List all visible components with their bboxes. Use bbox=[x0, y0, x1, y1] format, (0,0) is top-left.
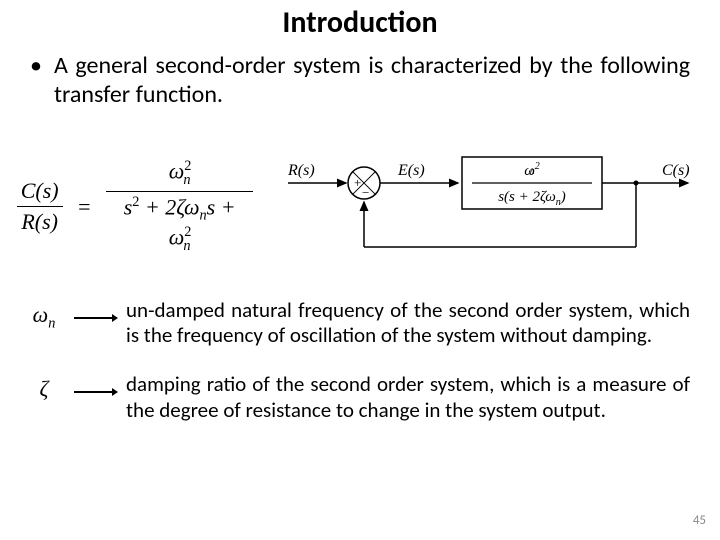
tf-rhs-num: ω2n bbox=[106, 158, 253, 192]
tf-lhs-num: C(s) bbox=[21, 178, 59, 203]
tf-rhs-den: s2 + 2ζωns + ω2n bbox=[106, 192, 253, 255]
page-number: 45 bbox=[693, 513, 706, 528]
definition-row-omega: ωn un-damped natural frequency of the se… bbox=[0, 274, 720, 348]
omega-n-symbol: ωn bbox=[24, 298, 64, 332]
block-diagram: R(s) + − E(s) ω2n s(s + 2ζωn) C(s) bbox=[280, 139, 710, 274]
definition-row-zeta: ζ damping ratio of the second order syst… bbox=[0, 348, 720, 422]
diagram-error-label: E(s) bbox=[397, 162, 425, 179]
slide-title: Introduction bbox=[0, 0, 720, 41]
bullet-text: A general second-order system is charact… bbox=[54, 51, 690, 109]
diagram-input-label: R(s) bbox=[287, 162, 315, 179]
omega-n-definition: un-damped natural frequency of the secon… bbox=[126, 298, 690, 348]
diagram-output-label: C(s) bbox=[662, 162, 690, 179]
zeta-symbol: ζ bbox=[24, 372, 64, 402]
intro-bullet: • A general second-order system is chara… bbox=[0, 41, 720, 109]
sum-minus: − bbox=[362, 185, 369, 200]
bullet-marker: • bbox=[30, 51, 42, 109]
tf-lhs-den: R(s) bbox=[21, 209, 58, 234]
sum-plus: + bbox=[354, 175, 361, 190]
figure-row: C(s) R(s) = ω2n s2 + 2ζωns + ω2n R(s) + … bbox=[0, 109, 720, 274]
arrow-icon bbox=[72, 298, 118, 329]
arrow-icon bbox=[72, 372, 118, 403]
transfer-function-equation: C(s) R(s) = ω2n s2 + 2ζωns + ω2n bbox=[10, 158, 260, 255]
zeta-definition: damping ratio of the second order system… bbox=[126, 372, 690, 422]
equals-sign: = bbox=[72, 194, 96, 220]
